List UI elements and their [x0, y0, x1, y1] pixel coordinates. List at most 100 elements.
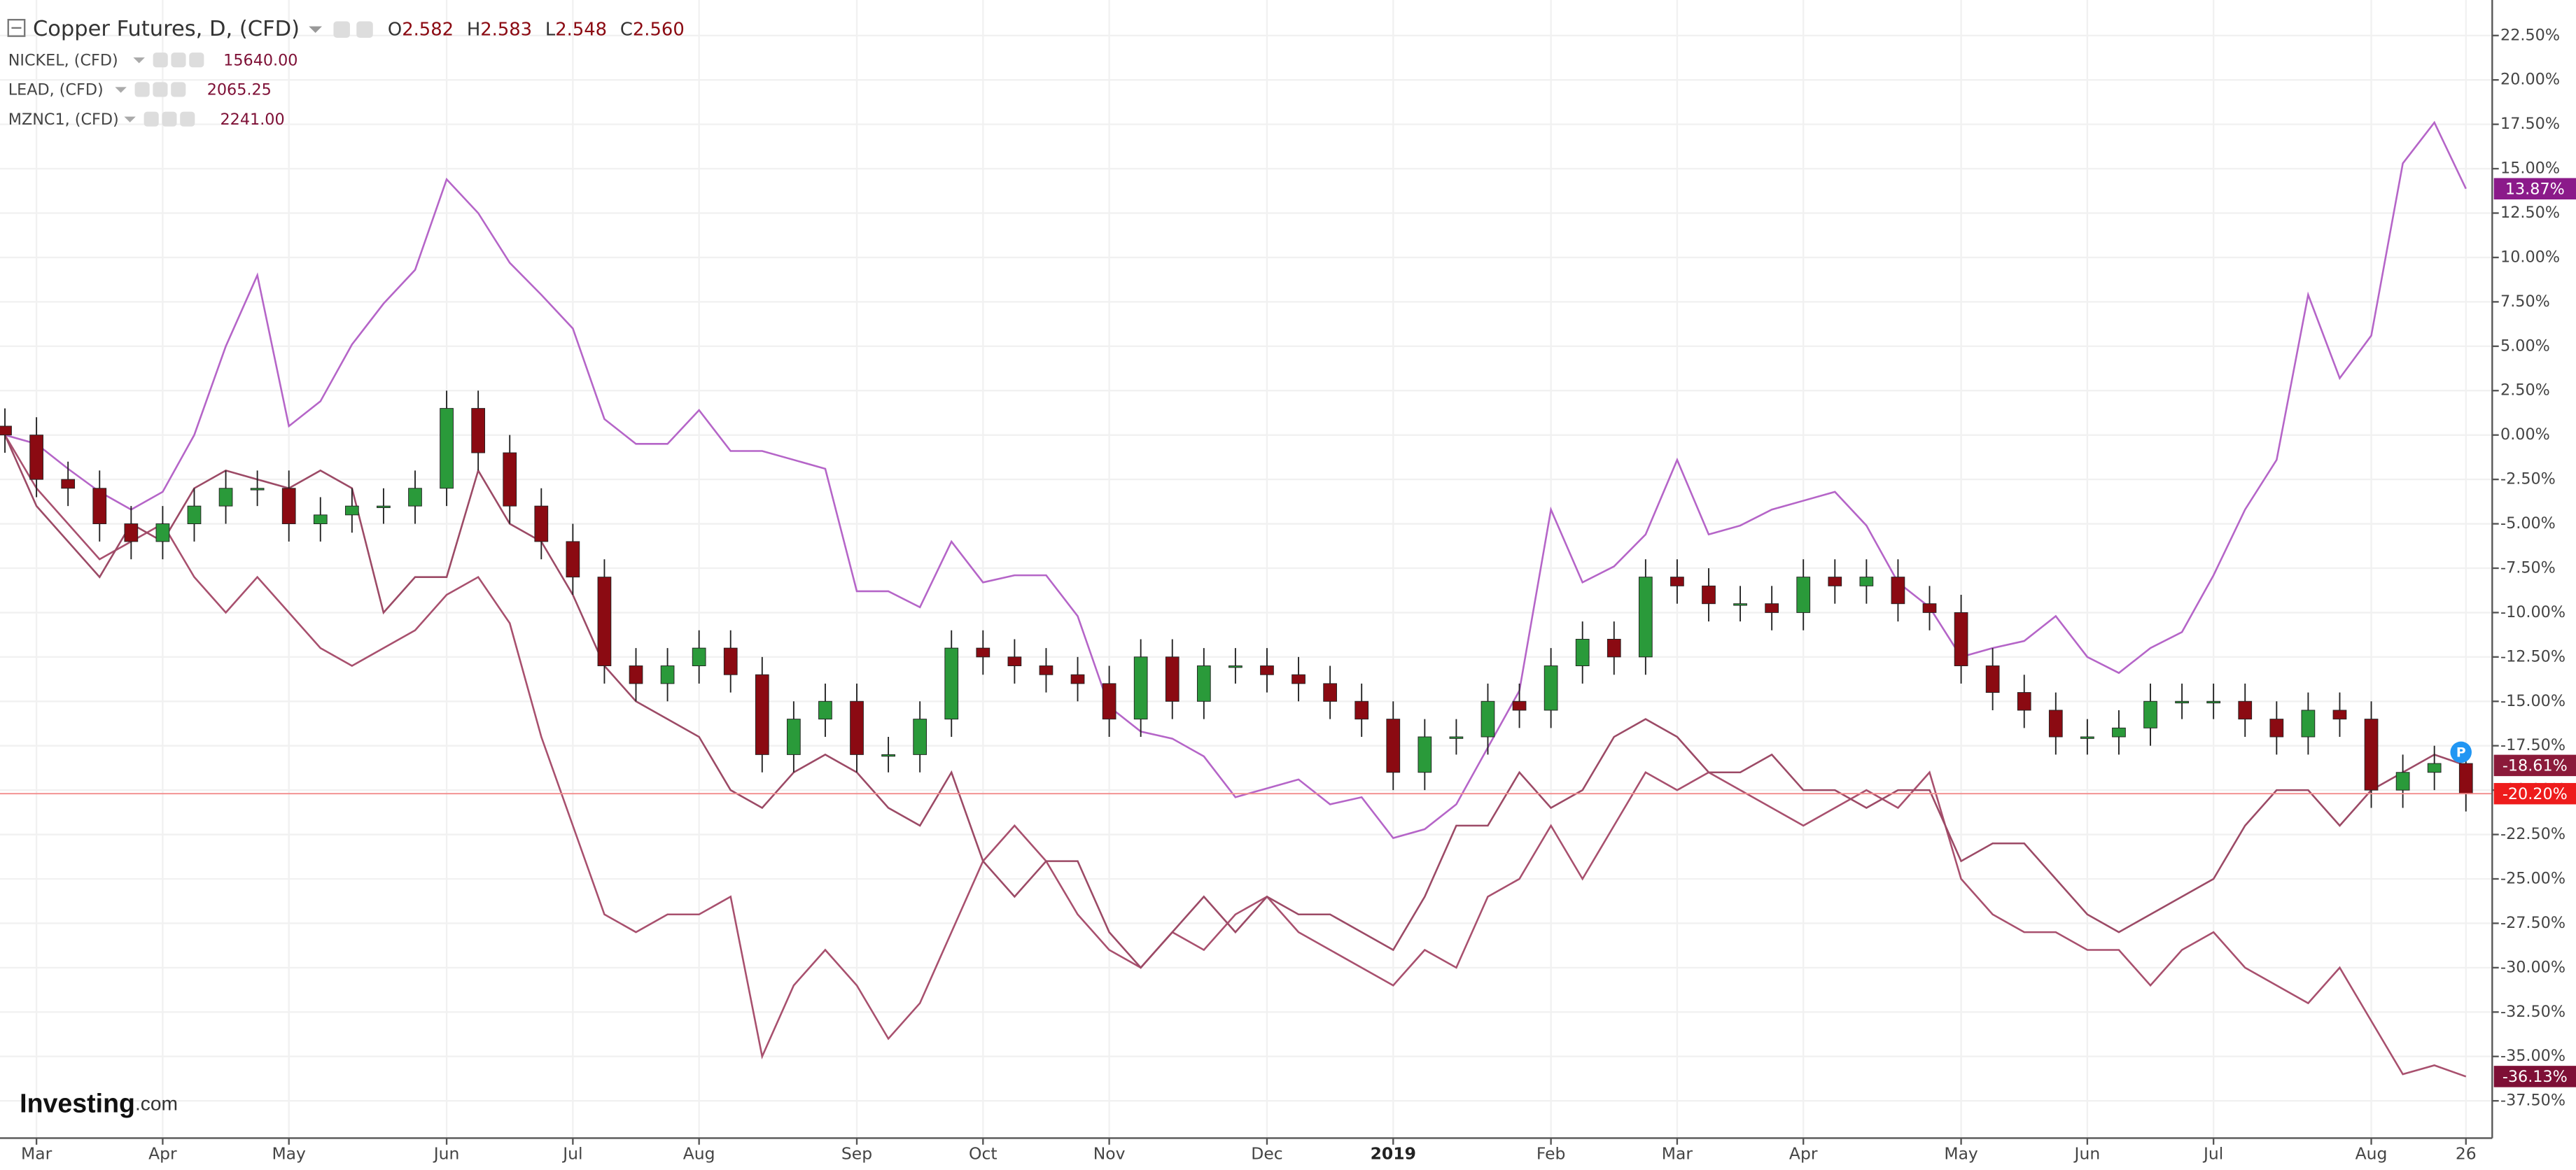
candle-body: [1418, 736, 1432, 773]
y-tick-label: -30.00%: [2500, 958, 2566, 976]
legend-icon[interactable]: [171, 82, 186, 97]
legend-icon[interactable]: [144, 111, 159, 127]
legend-price: 15640.00: [223, 51, 298, 69]
series-last-label: 13.87%: [2505, 180, 2565, 198]
candle-body: [408, 488, 422, 507]
candle-body: [344, 505, 359, 516]
candle-body: [1733, 603, 1747, 606]
candle-body: [2112, 727, 2126, 738]
legend-icon[interactable]: [153, 52, 168, 68]
x-tick-label: Nov: [1093, 1143, 1126, 1163]
legend-icon[interactable]: [134, 82, 150, 97]
candle-body: [881, 754, 895, 757]
legend-icon[interactable]: [171, 52, 186, 68]
legend: NICKEL, (CFD) 15640.00 LEAD, (CFD) 2065.25 M…: [8, 51, 298, 128]
open-label: O: [388, 19, 402, 40]
candle-body: [1260, 665, 1274, 675]
series-line: [4, 435, 2467, 969]
legend-icon[interactable]: [180, 111, 195, 127]
collapse-button[interactable]: [7, 19, 26, 37]
settings-icon[interactable]: [356, 21, 373, 38]
series-last-label-bg: [2493, 1066, 2576, 1087]
candle-body: [124, 523, 139, 542]
candle-body: [92, 488, 107, 525]
y-tick-label: 10.00%: [2500, 248, 2560, 266]
candle-body: [2080, 736, 2094, 739]
candle-body: [1228, 665, 1242, 668]
low-label: L: [545, 19, 556, 40]
candle-body: [503, 452, 517, 507]
dropdown-arrow[interactable]: [309, 26, 322, 33]
x-tick-label: Aug: [2356, 1143, 2388, 1163]
y-tick-label: -17.50%: [2500, 736, 2566, 754]
y-tick-label: -15.00%: [2500, 692, 2566, 710]
x-tick-label: Apr: [1789, 1143, 1818, 1163]
candle-body: [2458, 763, 2473, 794]
candle-body: [2017, 692, 2031, 711]
candle-body: [1828, 577, 1842, 586]
candle-body: [2332, 710, 2347, 720]
candle-body: [1386, 719, 1401, 773]
candle-body: [1922, 603, 1937, 613]
settings-icon[interactable]: [333, 21, 350, 38]
y-tick-label: -25.00%: [2500, 869, 2566, 887]
y-tick-label: -27.50%: [2500, 914, 2566, 932]
y-tick-label: 15.00%: [2500, 160, 2560, 178]
candle-body: [1575, 638, 1590, 666]
ohlc-quote: O2.582 H2.583 L2.548 C2.560: [388, 19, 685, 40]
series-last-label: -36.13%: [2502, 1068, 2568, 1086]
candle-body: [944, 647, 959, 720]
candle-body: [1954, 612, 1968, 666]
y-tick-label: 20.00%: [2500, 71, 2560, 89]
y-tick-label: 12.50%: [2500, 204, 2560, 222]
candle-body: [1449, 736, 1464, 739]
candle-body: [155, 523, 170, 542]
candle-body: [1102, 683, 1116, 720]
candle-body: [1512, 700, 1527, 711]
candle-body: [1638, 577, 1653, 658]
candle-body: [1323, 683, 1337, 702]
candle-body: [218, 488, 233, 507]
candle-body: [1007, 656, 1022, 666]
candle-body: [1165, 656, 1180, 702]
legend-icon[interactable]: [189, 52, 204, 68]
candle-body: [597, 577, 612, 666]
candle-body: [692, 647, 706, 666]
x-tick-label: Feb: [1536, 1143, 1566, 1163]
x-tick-label: 2019: [1371, 1143, 1416, 1163]
last-price-label-bg: [2493, 782, 2576, 805]
candle-body: [850, 700, 864, 755]
candle-body: [629, 665, 643, 684]
legend-dropdown[interactable]: [133, 57, 145, 64]
candle-body: [29, 435, 43, 480]
candle-body: [1039, 665, 1054, 675]
y-tick-label: -22.50%: [2500, 825, 2566, 843]
candle-body: [440, 408, 454, 489]
event-marker[interactable]: [2450, 741, 2472, 763]
candle-body: [1070, 674, 1085, 684]
legend-icon[interactable]: [162, 111, 177, 127]
legend-icon[interactable]: [153, 82, 168, 97]
legend-dropdown[interactable]: [115, 87, 127, 93]
legend-name: NICKEL, (CFD): [8, 51, 118, 69]
candle-body: [818, 700, 832, 720]
candle-body: [1859, 577, 1874, 586]
y-tick-label: 7.50%: [2500, 292, 2550, 311]
candle-body: [2301, 710, 2316, 738]
candle-body: [1544, 665, 1558, 711]
candle-body: [2364, 719, 2379, 791]
close-label: C: [620, 19, 633, 40]
y-tick-label: 17.50%: [2500, 115, 2560, 133]
candle-body: [471, 408, 485, 453]
y-tick-label: -35.00%: [2500, 1047, 2566, 1065]
candle-body: [566, 541, 580, 578]
candle-body: [2427, 763, 2442, 773]
y-tick-label: 0.00%: [2500, 425, 2550, 444]
legend-name: MZNC1, (CFD): [8, 111, 119, 129]
legend-dropdown[interactable]: [124, 116, 136, 122]
candle-body: [2048, 710, 2063, 738]
candle-body: [787, 719, 801, 755]
y-tick-label: 5.00%: [2500, 337, 2550, 355]
